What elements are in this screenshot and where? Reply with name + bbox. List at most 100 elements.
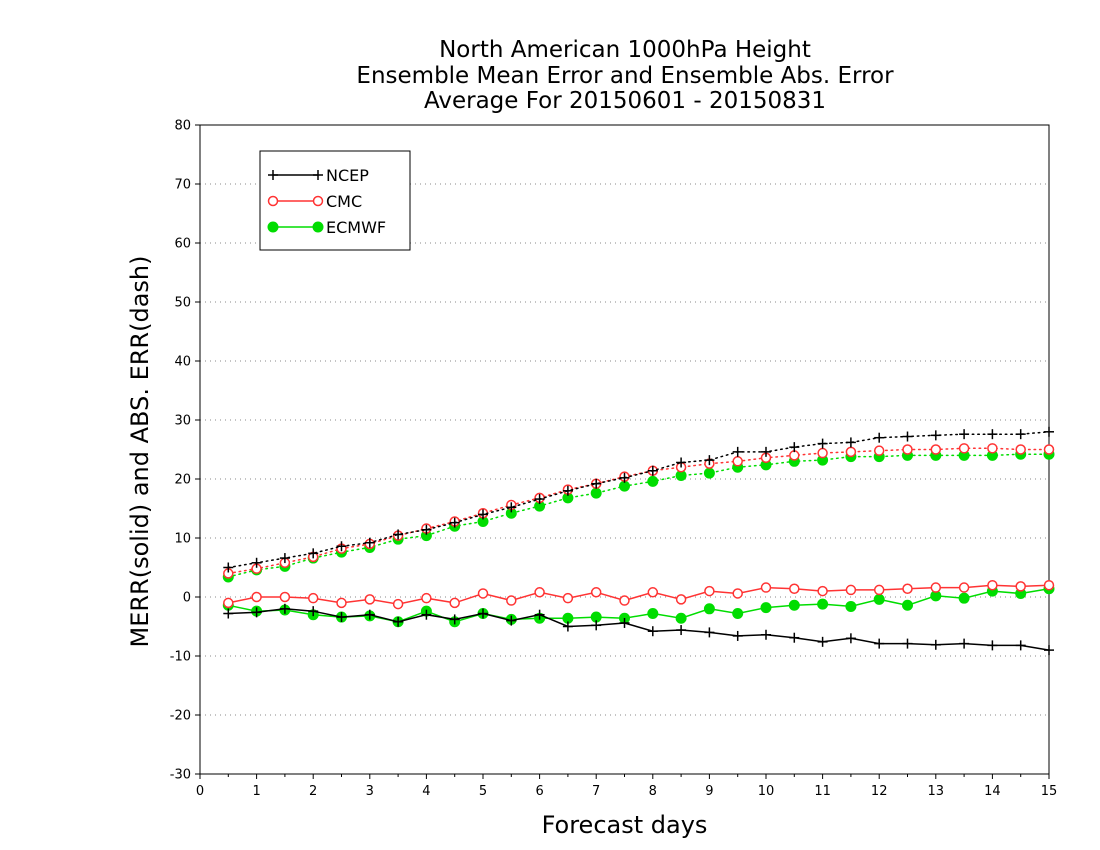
data-point xyxy=(873,445,885,456)
chart-title-line-3: Average For 20150601 - 20150831 xyxy=(423,88,827,114)
series-ecmwf-merr xyxy=(222,583,1055,628)
series-cmc-abs-err xyxy=(223,443,1055,579)
data-point xyxy=(817,636,828,647)
legend-label: CMC xyxy=(326,192,362,211)
data-point xyxy=(393,616,404,627)
x-tick-label: 5 xyxy=(479,784,487,799)
data-point xyxy=(1043,444,1055,455)
data-point xyxy=(959,429,970,440)
data-point xyxy=(619,595,630,606)
data-point xyxy=(308,606,319,617)
data-point xyxy=(647,626,658,637)
x-tick-label: 7 xyxy=(592,784,600,799)
data-point xyxy=(703,467,715,479)
data-point xyxy=(312,221,324,233)
x-tick-label: 15 xyxy=(1041,784,1058,799)
data-point xyxy=(704,455,715,466)
data-point xyxy=(421,609,432,620)
x-tick-label: 11 xyxy=(814,784,831,799)
data-point xyxy=(788,599,800,611)
series-line xyxy=(227,447,1050,575)
data-point xyxy=(268,170,278,180)
data-point xyxy=(817,585,828,597)
data-point xyxy=(267,221,279,233)
data-point xyxy=(676,457,687,468)
data-point xyxy=(930,430,941,441)
data-point xyxy=(987,443,998,454)
data-point xyxy=(307,592,319,604)
data-point xyxy=(477,588,489,599)
data-point xyxy=(336,597,347,609)
x-tick-label: 9 xyxy=(705,784,713,799)
y-tick-label: -30 xyxy=(170,768,191,783)
data-point xyxy=(987,640,998,651)
data-point xyxy=(336,541,347,552)
y-tick-label: 20 xyxy=(174,473,191,488)
data-point xyxy=(591,478,602,489)
x-axis-title: Forecast days xyxy=(542,811,708,839)
y-tick-label: 60 xyxy=(174,237,191,252)
data-point xyxy=(364,594,376,605)
series-ecmwf-abs-err xyxy=(222,448,1055,583)
data-point xyxy=(534,609,545,620)
series xyxy=(222,426,1055,656)
data-point xyxy=(313,170,323,180)
data-point xyxy=(958,443,970,454)
legend: NCEP CMC ECMWF xyxy=(259,150,411,251)
data-point xyxy=(364,609,375,620)
data-point xyxy=(1015,444,1026,455)
y-tick-label: 70 xyxy=(174,178,191,193)
legend-item-cmc: CMC xyxy=(267,192,362,211)
x-tick-label: 3 xyxy=(366,784,374,799)
data-point xyxy=(647,475,659,487)
legend-item-ncep: NCEP xyxy=(268,166,369,185)
data-point xyxy=(902,638,913,649)
data-point xyxy=(647,608,659,620)
y-tick-label: 0 xyxy=(183,591,191,606)
data-point xyxy=(590,487,602,499)
series-ncep-abs-err xyxy=(223,426,1054,573)
data-point xyxy=(930,444,942,455)
x-tick-label: 8 xyxy=(649,784,657,799)
data-point xyxy=(902,431,913,442)
data-point xyxy=(732,608,744,620)
data-point xyxy=(789,583,800,594)
data-point xyxy=(562,485,573,496)
data-point xyxy=(591,620,602,631)
data-point xyxy=(534,587,545,598)
data-point xyxy=(873,593,885,605)
x-tick-label: 10 xyxy=(758,784,775,799)
data-point xyxy=(619,472,630,483)
data-point xyxy=(761,446,771,457)
data-point xyxy=(279,603,290,614)
data-point xyxy=(817,447,828,459)
data-point xyxy=(704,627,715,638)
data-point xyxy=(1044,645,1054,656)
data-point xyxy=(421,524,432,535)
data-point xyxy=(732,588,743,599)
data-point xyxy=(845,633,856,644)
legend-label: NCEP xyxy=(326,166,369,185)
x-tick-label: 2 xyxy=(309,784,317,799)
x-tick-label: 14 xyxy=(984,784,1001,799)
data-point xyxy=(364,537,375,548)
data-point xyxy=(449,614,460,625)
y-tick-label: 10 xyxy=(174,532,191,547)
data-point xyxy=(760,582,772,593)
data-point xyxy=(392,598,404,610)
y-tick-label: -10 xyxy=(170,650,191,665)
data-point xyxy=(251,607,262,618)
data-point xyxy=(845,437,856,448)
data-point xyxy=(478,509,488,520)
y-tick-label: 30 xyxy=(174,414,191,429)
data-point xyxy=(223,597,234,609)
y-tick-label: 40 xyxy=(174,355,191,370)
data-point xyxy=(902,599,913,611)
y-tick-label: 80 xyxy=(174,119,191,134)
data-point xyxy=(449,517,460,528)
data-point xyxy=(251,591,262,603)
series-ncep-merr xyxy=(223,603,1054,656)
data-point xyxy=(930,639,941,650)
data-point xyxy=(279,553,290,564)
data-point xyxy=(279,591,291,603)
